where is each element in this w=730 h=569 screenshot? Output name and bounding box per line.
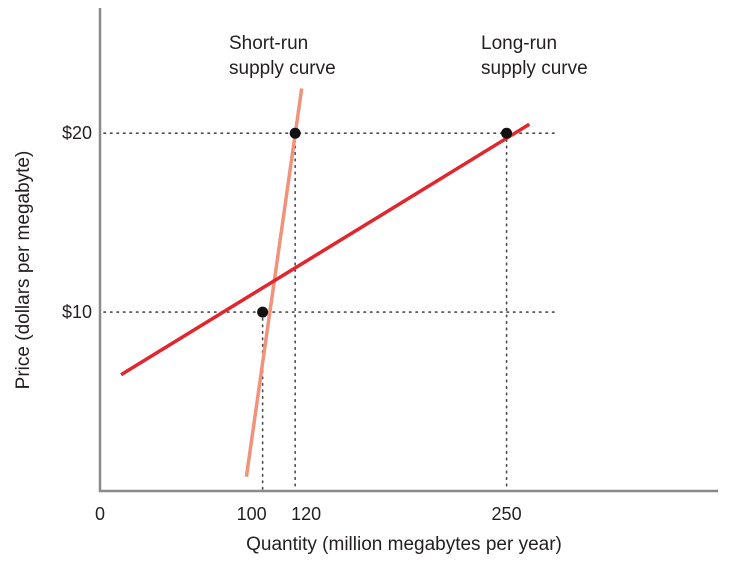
short-run-label-line1: Short-run — [229, 33, 308, 54]
reference-lines — [103, 132, 557, 490]
x-tick-label-120: 120 — [291, 504, 321, 524]
long-run-supply-curve — [120, 122, 531, 377]
long-run-label-line1: Long-run — [481, 33, 557, 54]
y-axis-title: Price (dollars per megabyte) — [13, 151, 34, 390]
x-axis-title: Quantity (million megabytes per year) — [246, 534, 562, 555]
y-tick-label-20: $20 — [62, 123, 92, 143]
supply-curves — [120, 88, 531, 477]
point-250-20 — [501, 127, 513, 139]
axes — [98, 8, 718, 493]
short-run-label: Short-run supply curve — [229, 33, 336, 79]
short-run-label-line2: supply curve — [229, 58, 336, 79]
x-tick-label-100: 100 — [237, 504, 267, 524]
data-points — [257, 127, 513, 318]
x-tick-label-0: 0 — [95, 504, 105, 524]
point-100-10 — [257, 306, 269, 318]
long-run-label: Long-run supply curve — [481, 33, 588, 79]
x-tick-label-250: 250 — [492, 504, 522, 524]
tick-labels: 0 100 120 250 $10 $20 — [62, 123, 522, 524]
y-tick-label-10: $10 — [62, 302, 92, 322]
long-run-label-line2: supply curve — [481, 58, 588, 79]
point-120-20 — [289, 127, 301, 139]
